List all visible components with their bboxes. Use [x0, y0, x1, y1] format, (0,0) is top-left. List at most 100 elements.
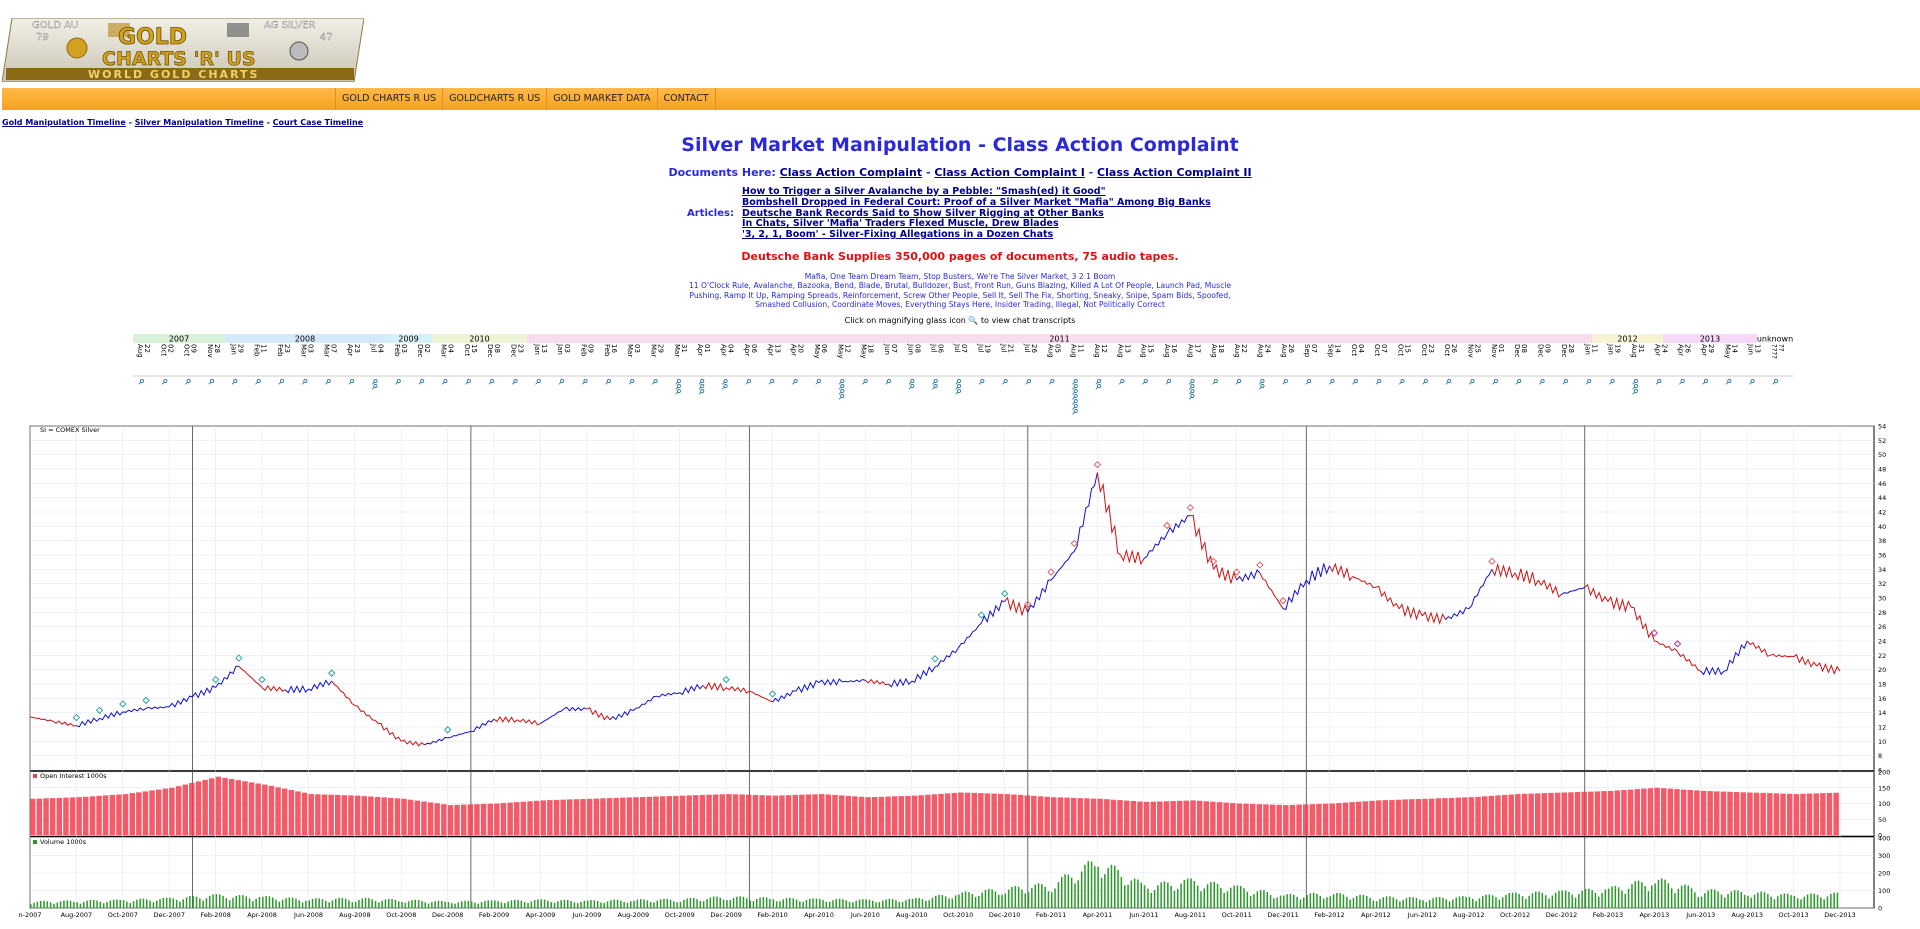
magnifier-icon[interactable] [1188, 393, 1195, 400]
magnifier-icon[interactable] [441, 378, 448, 385]
magnifier-icon[interactable] [301, 378, 308, 385]
magnifier-icon[interactable] [698, 378, 705, 385]
magnifier-icon[interactable] [1468, 378, 1475, 385]
chat-marker[interactable] [1186, 503, 1194, 512]
magnifier-icon[interactable] [675, 383, 681, 390]
magnifier-icon[interactable] [371, 383, 378, 390]
magnifier-icon[interactable] [1515, 378, 1522, 385]
magnifier-icon[interactable] [1072, 393, 1078, 400]
magnifier-icon[interactable] [511, 378, 518, 385]
magnifier-icon[interactable] [698, 383, 705, 390]
magnifier-icon[interactable] [1118, 378, 1125, 385]
magnifier-icon[interactable] [1235, 378, 1242, 385]
magnifier-icon[interactable] [1702, 378, 1709, 385]
magnifier-icon[interactable] [1445, 378, 1452, 385]
gold-manipulation-timeline-link[interactable]: Gold Manipulation Timeline [2, 118, 126, 127]
magnifier-icon[interactable] [1188, 383, 1195, 390]
magnifier-icon[interactable] [955, 388, 962, 395]
magnifier-icon[interactable] [138, 378, 145, 385]
magnifier-icon[interactable] [628, 378, 635, 385]
nav-contact[interactable]: CONTACT [656, 88, 716, 110]
magnifier-icon[interactable] [1492, 378, 1498, 385]
magnifier-icon[interactable] [768, 378, 775, 385]
chat-marker[interactable] [1093, 460, 1102, 469]
chat-marker[interactable] [72, 713, 81, 722]
magnifier-icon[interactable] [1305, 378, 1312, 385]
magnifier-icon[interactable] [698, 388, 705, 395]
magnifier-icon[interactable] [1188, 388, 1195, 395]
magnifier-icon[interactable] [791, 378, 798, 385]
magnifier-icon[interactable] [231, 378, 238, 385]
magnifier-icon[interactable] [838, 388, 845, 395]
magnifier-icon[interactable] [465, 378, 471, 385]
magnifier-icon[interactable] [745, 378, 751, 385]
magnifier-icon[interactable] [1258, 378, 1265, 385]
gold-charts-logo[interactable]: GOLD AU 79 GOLD AG SILVER 47 CHARTS 'R' … [2, 18, 364, 82]
chat-marker[interactable] [119, 700, 127, 708]
magnifier-icon[interactable] [558, 378, 565, 385]
nav-gold-market-data[interactable]: GOLD MARKET DATA [546, 88, 656, 110]
magnifier-icon[interactable] [1048, 378, 1055, 385]
nav-gold-charts-r-us[interactable]: GOLD CHARTS R US [335, 88, 442, 110]
magnifier-icon[interactable] [1072, 388, 1078, 395]
court-case-timeline-link[interactable]: Court Case Timeline [272, 118, 364, 127]
magnifier-icon[interactable] [535, 378, 541, 385]
nav-goldcharts-r-us[interactable]: GOLDCHARTS R US [442, 88, 546, 110]
magnifier-icon[interactable] [1398, 378, 1405, 385]
magnifier-icon[interactable] [1328, 378, 1335, 385]
magnifier-icon[interactable] [1072, 378, 1078, 385]
chat-marker[interactable] [258, 675, 266, 684]
chat-marker[interactable] [1163, 521, 1171, 530]
article-link[interactable]: How to Trigger a Silver Avalanche by a P… [742, 186, 1106, 197]
magnifier-icon[interactable] [1585, 378, 1592, 385]
magnifier-icon[interactable] [1772, 378, 1779, 385]
chat-marker[interactable] [1070, 539, 1078, 548]
magnifier-icon[interactable] [161, 378, 168, 385]
magnifier-icon[interactable] [1352, 378, 1358, 385]
magnifier-icon[interactable] [1749, 378, 1755, 385]
chat-marker[interactable] [443, 726, 452, 734]
magnifier-icon[interactable] [1725, 378, 1732, 385]
magnifier-icon[interactable] [932, 378, 938, 385]
magnifier-icon[interactable] [1212, 378, 1218, 385]
magnifier-icon[interactable] [932, 383, 938, 390]
article-link[interactable]: Bombshell Dropped in Federal Court: Proo… [742, 196, 1211, 208]
magnifier-icon[interactable] [1095, 383, 1102, 390]
magnifier-icon[interactable] [1679, 378, 1685, 385]
magnifier-icon[interactable] [1072, 383, 1078, 390]
chat-marker[interactable] [1024, 600, 1032, 609]
magnifier-icon[interactable] [1142, 378, 1148, 385]
magnifier-icon[interactable] [1632, 378, 1638, 385]
chat-marker[interactable] [768, 690, 777, 698]
magnifier-icon[interactable] [885, 378, 892, 385]
magnifier-icon[interactable] [955, 383, 962, 390]
magnifier-icon[interactable] [1538, 378, 1545, 385]
magnifier-icon[interactable] [675, 388, 681, 395]
magnifier-icon[interactable] [1375, 378, 1382, 385]
magnifier-icon[interactable] [1422, 378, 1428, 385]
magnifier-icon[interactable] [348, 378, 355, 385]
magnifier-icon[interactable] [651, 378, 658, 385]
magnifier-icon[interactable] [838, 393, 845, 400]
chat-marker[interactable] [235, 654, 243, 662]
magnifier-icon[interactable] [838, 378, 845, 385]
magnifier-icon[interactable] [418, 378, 425, 385]
chat-marker[interactable] [1209, 557, 1218, 566]
magnifier-icon[interactable] [255, 378, 261, 385]
chat-marker[interactable] [1650, 629, 1659, 637]
class-action-complaint-link[interactable]: Class Action Complaint [779, 166, 923, 179]
magnifier-icon[interactable] [1188, 378, 1195, 385]
magnifier-icon[interactable] [1002, 378, 1008, 385]
magnifier-icon[interactable] [838, 383, 845, 390]
magnifier-icon[interactable] [1608, 378, 1615, 385]
chat-marker[interactable] [142, 696, 150, 705]
magnifier-icon[interactable] [815, 378, 821, 385]
chat-marker[interactable] [1232, 568, 1241, 576]
magnifier-icon[interactable] [1095, 378, 1102, 385]
magnifier-icon[interactable] [395, 378, 401, 385]
magnifier-icon[interactable] [581, 378, 588, 385]
magnifier-icon[interactable] [1072, 398, 1078, 405]
magnifier-icon[interactable] [278, 378, 285, 385]
magnifier-icon[interactable] [675, 378, 681, 385]
article-link[interactable]: In Chats, Silver 'Mafia' Traders Flexed … [742, 218, 1059, 230]
